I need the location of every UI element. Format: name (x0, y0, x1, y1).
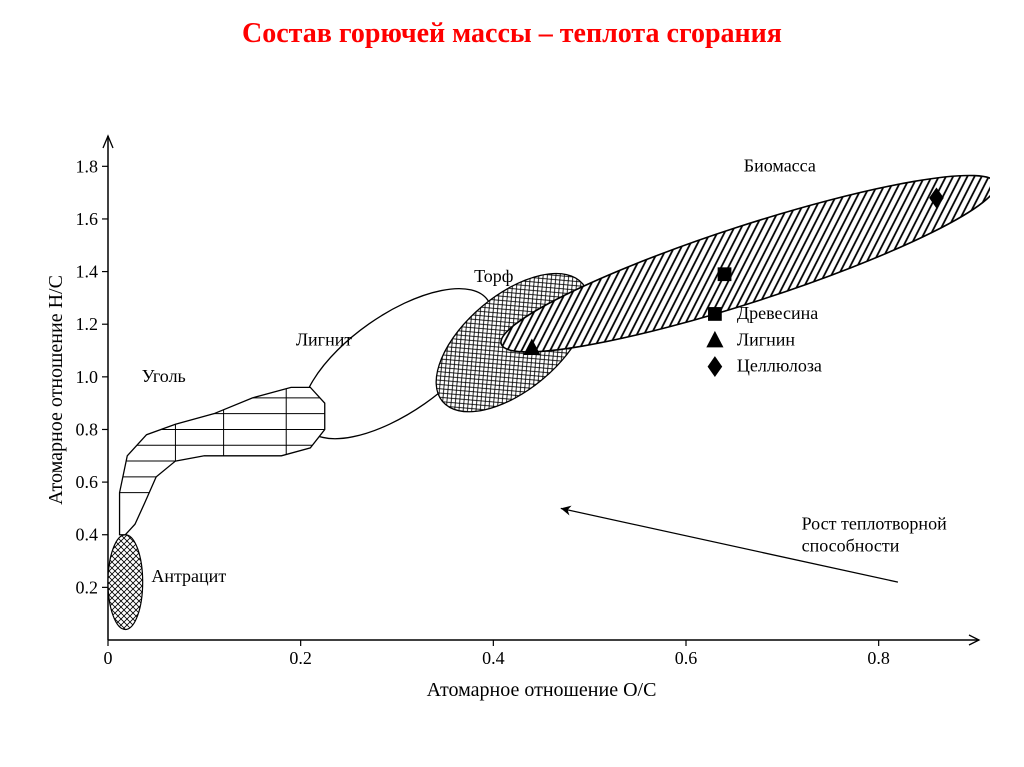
arrow-label: Рост теплотворной (802, 513, 947, 533)
van-krevelen-chart: 0.2 0.4 0.6 0.8 1.0 1.2 1.4 1.6 1.8 0 0.2 0.4 0.6 0.8… (40, 130, 990, 730)
x-tick-label: 0.2 (289, 648, 312, 668)
x-tick-label: 0.6 (675, 648, 698, 668)
region-label-coal: Уголь (142, 366, 186, 386)
region-label-lignite: Лигнит (296, 329, 352, 349)
y-tick-label: 0.2 (76, 577, 99, 597)
legend-item-label: Древесина (737, 303, 818, 323)
x-tick-label: 0.8 (867, 648, 890, 668)
page-title: Состав горючей массы – теплота сгорания (0, 18, 1024, 50)
y-tick-label: 0.4 (76, 525, 99, 545)
region-anthracite (108, 535, 143, 630)
y-axis-label: Атомарное отношение Н/С (45, 275, 67, 505)
y-tick-label: 0.8 (76, 419, 99, 439)
x-tick-label: 0.4 (482, 648, 505, 668)
legend (706, 307, 723, 377)
legend-item-label: Лигнин (737, 329, 795, 349)
region-label-peat: Торф (474, 266, 513, 286)
y-tick-label: 1.6 (76, 209, 99, 229)
legend-item-label: Целлюлоза (737, 356, 822, 376)
arrow-label: способности (802, 535, 900, 555)
y-tick-label: 1.4 (76, 262, 99, 282)
region-label-biomass: Биомасса (744, 156, 816, 176)
region-label-anthracite: Антрацит (151, 566, 226, 586)
y-tick-label: 1.0 (76, 367, 99, 387)
y-tick-label: 1.2 (76, 314, 99, 334)
y-tick-label: 0.6 (76, 472, 99, 492)
y-tick-label: 1.8 (76, 156, 99, 176)
x-axis-label: Атомарное отношение О/С (427, 679, 657, 701)
x-tick-label: 0 (104, 648, 113, 668)
